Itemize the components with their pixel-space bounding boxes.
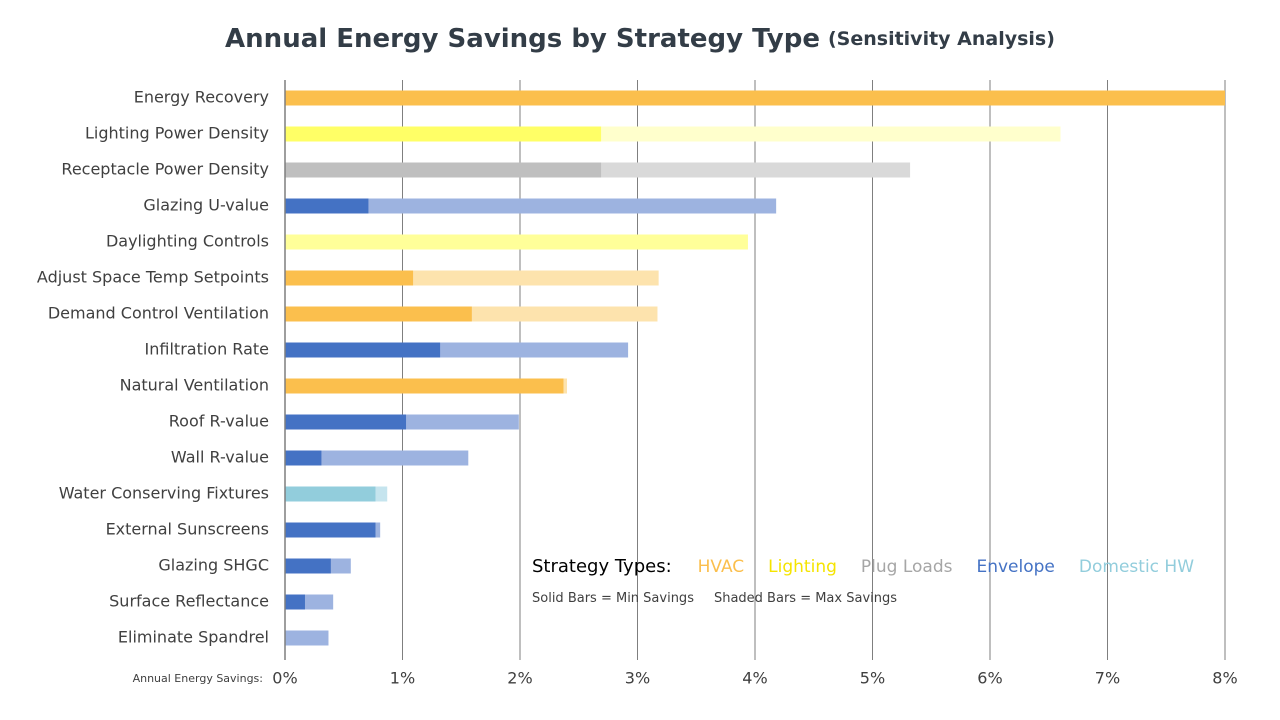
min-bar [285,90,1225,106]
y-tick-label: Natural Ventilation [120,376,269,395]
chart-title: Annual Energy Savings by Strategy Type [225,24,820,54]
min-bar [285,198,369,214]
legend-item: HVAC [698,557,745,577]
y-tick-label: Lighting Power Density [85,124,269,143]
x-tick-label: 5% [860,669,885,688]
min-bar [285,522,376,538]
min-bar [285,126,602,142]
min-bar [285,558,331,574]
y-tick-label: Energy Recovery [134,88,269,107]
legend-item: Lighting [768,557,837,577]
min-bar [285,270,414,286]
x-tick-label: 4% [742,669,767,688]
legend-notes: Solid Bars = Min Savings Shaded Bars = Ma… [532,591,897,606]
max-bar [285,630,329,646]
legend-title: Strategy Types: [532,556,672,577]
x-tick-label: 8% [1212,669,1237,688]
y-tick-label: Receptacle Power Density [61,160,269,179]
y-tick-label: Daylighting Controls [106,232,269,251]
min-bar [285,486,376,502]
x-tick-label: 2% [507,669,532,688]
min-bar [285,414,407,430]
legend-item: Domestic HW [1079,557,1194,577]
max-bar [285,198,777,214]
y-tick-label: Roof R-value [169,412,269,431]
min-bar [285,594,305,610]
x-tick-label: 0% [272,669,297,688]
x-tick-label: 6% [977,669,1002,688]
legend: Strategy Types: HVAC Lighting Plug Loads Env… [532,556,1194,577]
y-tick-label: Infiltration Rate [145,340,269,359]
y-tick-label: Glazing SHGC [158,556,269,575]
y-tick-label: Wall R-value [171,448,269,467]
y-tick-label: Demand Control Ventilation [48,304,269,323]
min-bar [285,162,602,178]
max-bar [285,450,469,466]
x-tick-label: 1% [390,669,415,688]
min-bar [285,378,564,394]
chart-title-group: Annual Energy Savings by Strategy Type (S… [225,24,1055,54]
max-bar [285,234,748,250]
y-tick-label: Adjust Space Temp Setpoints [37,268,269,287]
legend-item: Plug Loads [861,557,953,577]
y-tick-label: Water Conserving Fixtures [59,484,269,503]
min-bar [285,450,322,466]
y-tick-label: Surface Reflectance [109,592,269,611]
legend-note: Solid Bars = Min Savings [532,591,694,606]
y-tick-label: Eliminate Spandrel [118,628,269,647]
y-tick-label: Glazing U-value [143,196,269,215]
x-tick-label: 3% [625,669,650,688]
min-bar [285,306,472,322]
x-axis-label: Annual Energy Savings: [133,672,263,685]
y-tick-label: External Sunscreens [106,520,269,539]
chart-subtitle: (Sensitivity Analysis) [828,28,1055,50]
legend-note: Shaded Bars = Max Savings [714,591,897,606]
min-bar [285,342,441,358]
legend-item: Envelope [976,557,1054,577]
x-tick-label: 7% [1095,669,1120,688]
